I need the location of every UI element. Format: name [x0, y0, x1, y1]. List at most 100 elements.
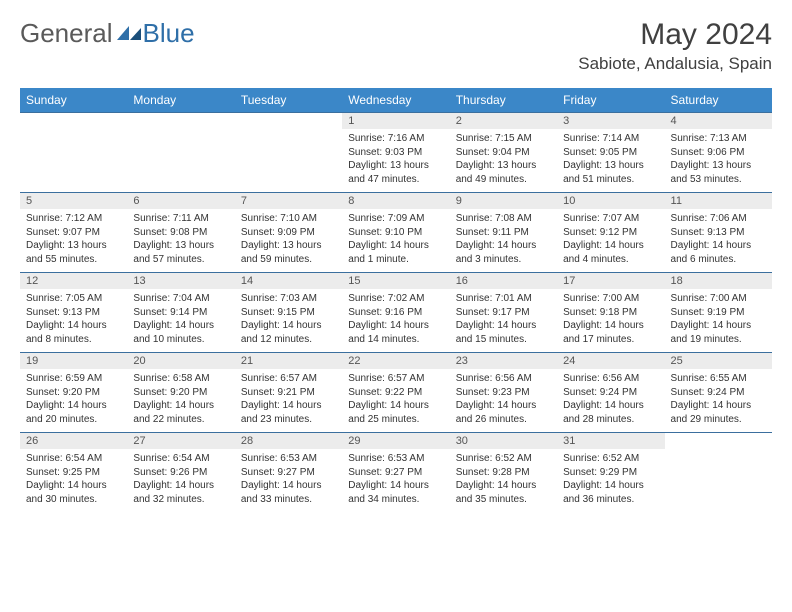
daylight-line: Daylight: 13 hours and 59 minutes.	[241, 239, 336, 266]
sunset-line: Sunset: 9:26 PM	[133, 466, 228, 480]
day-content-cell: Sunrise: 6:56 AMSunset: 9:23 PMDaylight:…	[450, 369, 557, 433]
day-number-row: 567891011	[20, 193, 772, 210]
sunset-line: Sunset: 9:18 PM	[563, 306, 658, 320]
daylight-line: Daylight: 14 hours and 6 minutes.	[671, 239, 766, 266]
daylight-line: Daylight: 14 hours and 15 minutes.	[456, 319, 551, 346]
logo-icon	[117, 18, 143, 49]
day-content-cell: Sunrise: 7:00 AMSunset: 9:19 PMDaylight:…	[665, 289, 772, 353]
sunrise-line: Sunrise: 7:08 AM	[456, 212, 551, 226]
day-number-cell: 7	[235, 193, 342, 210]
day-content-cell: Sunrise: 7:10 AMSunset: 9:09 PMDaylight:…	[235, 209, 342, 273]
sunset-line: Sunset: 9:08 PM	[133, 226, 228, 240]
day-number-cell: 14	[235, 273, 342, 290]
sunrise-line: Sunrise: 6:53 AM	[348, 452, 443, 466]
sunset-line: Sunset: 9:07 PM	[26, 226, 121, 240]
month-title: May 2024	[578, 18, 772, 52]
day-number-cell: 28	[235, 433, 342, 450]
sunrise-line: Sunrise: 7:00 AM	[563, 292, 658, 306]
day-content-cell: Sunrise: 6:57 AMSunset: 9:21 PMDaylight:…	[235, 369, 342, 433]
day-content-row: Sunrise: 6:59 AMSunset: 9:20 PMDaylight:…	[20, 369, 772, 433]
sunset-line: Sunset: 9:09 PM	[241, 226, 336, 240]
day-content-cell: Sunrise: 7:01 AMSunset: 9:17 PMDaylight:…	[450, 289, 557, 353]
sunrise-line: Sunrise: 6:59 AM	[26, 372, 121, 386]
sunrise-line: Sunrise: 7:02 AM	[348, 292, 443, 306]
day-number-cell: 27	[127, 433, 234, 450]
day-number-cell: 8	[342, 193, 449, 210]
sunrise-line: Sunrise: 7:09 AM	[348, 212, 443, 226]
day-content-cell: Sunrise: 7:13 AMSunset: 9:06 PMDaylight:…	[665, 129, 772, 193]
sunset-line: Sunset: 9:10 PM	[348, 226, 443, 240]
day-content-cell: Sunrise: 6:53 AMSunset: 9:27 PMDaylight:…	[342, 449, 449, 512]
daylight-line: Daylight: 14 hours and 26 minutes.	[456, 399, 551, 426]
day-number-row: 12131415161718	[20, 273, 772, 290]
sunset-line: Sunset: 9:13 PM	[26, 306, 121, 320]
sunset-line: Sunset: 9:04 PM	[456, 146, 551, 160]
daylight-line: Daylight: 14 hours and 25 minutes.	[348, 399, 443, 426]
sunrise-line: Sunrise: 6:54 AM	[133, 452, 228, 466]
sunset-line: Sunset: 9:15 PM	[241, 306, 336, 320]
weekday-header: Saturday	[665, 88, 772, 113]
sunset-line: Sunset: 9:24 PM	[671, 386, 766, 400]
day-number-cell: 22	[342, 353, 449, 370]
title-block: May 2024 Sabiote, Andalusia, Spain	[578, 18, 772, 74]
sunrise-line: Sunrise: 6:56 AM	[456, 372, 551, 386]
day-number-cell: 13	[127, 273, 234, 290]
sunset-line: Sunset: 9:25 PM	[26, 466, 121, 480]
sunrise-line: Sunrise: 6:52 AM	[456, 452, 551, 466]
day-content-cell: Sunrise: 7:12 AMSunset: 9:07 PMDaylight:…	[20, 209, 127, 273]
day-number-row: 19202122232425	[20, 353, 772, 370]
day-number-cell	[235, 113, 342, 130]
sunset-line: Sunset: 9:21 PM	[241, 386, 336, 400]
sunset-line: Sunset: 9:19 PM	[671, 306, 766, 320]
day-number-cell: 1	[342, 113, 449, 130]
daylight-line: Daylight: 14 hours and 28 minutes.	[563, 399, 658, 426]
day-content-cell: Sunrise: 6:56 AMSunset: 9:24 PMDaylight:…	[557, 369, 664, 433]
sunset-line: Sunset: 9:14 PM	[133, 306, 228, 320]
daylight-line: Daylight: 13 hours and 47 minutes.	[348, 159, 443, 186]
day-number-cell: 24	[557, 353, 664, 370]
day-number-cell: 11	[665, 193, 772, 210]
sunrise-line: Sunrise: 7:07 AM	[563, 212, 658, 226]
sunrise-line: Sunrise: 6:54 AM	[26, 452, 121, 466]
day-number-cell: 21	[235, 353, 342, 370]
daylight-line: Daylight: 14 hours and 1 minute.	[348, 239, 443, 266]
sunrise-line: Sunrise: 6:55 AM	[671, 372, 766, 386]
day-number-cell: 26	[20, 433, 127, 450]
day-content-row: Sunrise: 7:16 AMSunset: 9:03 PMDaylight:…	[20, 129, 772, 193]
day-number-cell: 3	[557, 113, 664, 130]
sunrise-line: Sunrise: 7:11 AM	[133, 212, 228, 226]
day-content-cell: Sunrise: 7:08 AMSunset: 9:11 PMDaylight:…	[450, 209, 557, 273]
daylight-line: Daylight: 14 hours and 34 minutes.	[348, 479, 443, 506]
daylight-line: Daylight: 14 hours and 4 minutes.	[563, 239, 658, 266]
day-number-cell: 30	[450, 433, 557, 450]
sunset-line: Sunset: 9:17 PM	[456, 306, 551, 320]
day-content-cell: Sunrise: 6:58 AMSunset: 9:20 PMDaylight:…	[127, 369, 234, 433]
day-content-cell: Sunrise: 7:14 AMSunset: 9:05 PMDaylight:…	[557, 129, 664, 193]
sunrise-line: Sunrise: 7:13 AM	[671, 132, 766, 146]
calendar-table: SundayMondayTuesdayWednesdayThursdayFrid…	[20, 88, 772, 512]
daylight-line: Daylight: 14 hours and 12 minutes.	[241, 319, 336, 346]
daylight-line: Daylight: 14 hours and 29 minutes.	[671, 399, 766, 426]
sunset-line: Sunset: 9:11 PM	[456, 226, 551, 240]
daylight-line: Daylight: 14 hours and 10 minutes.	[133, 319, 228, 346]
daylight-line: Daylight: 14 hours and 36 minutes.	[563, 479, 658, 506]
sunset-line: Sunset: 9:23 PM	[456, 386, 551, 400]
day-content-cell: Sunrise: 6:55 AMSunset: 9:24 PMDaylight:…	[665, 369, 772, 433]
sunset-line: Sunset: 9:16 PM	[348, 306, 443, 320]
sunset-line: Sunset: 9:20 PM	[133, 386, 228, 400]
weekday-header: Wednesday	[342, 88, 449, 113]
daylight-line: Daylight: 14 hours and 30 minutes.	[26, 479, 121, 506]
header: General Blue May 2024 Sabiote, Andalusia…	[20, 18, 772, 74]
sunrise-line: Sunrise: 6:57 AM	[348, 372, 443, 386]
logo: General Blue	[20, 18, 195, 49]
day-content-row: Sunrise: 7:12 AMSunset: 9:07 PMDaylight:…	[20, 209, 772, 273]
sunset-line: Sunset: 9:06 PM	[671, 146, 766, 160]
sunset-line: Sunset: 9:22 PM	[348, 386, 443, 400]
day-content-cell: Sunrise: 6:54 AMSunset: 9:25 PMDaylight:…	[20, 449, 127, 512]
day-number-cell	[20, 113, 127, 130]
daylight-line: Daylight: 14 hours and 22 minutes.	[133, 399, 228, 426]
day-number-cell: 12	[20, 273, 127, 290]
day-content-cell: Sunrise: 7:15 AMSunset: 9:04 PMDaylight:…	[450, 129, 557, 193]
logo-text-2: Blue	[143, 18, 195, 49]
calendar-body: 1234Sunrise: 7:16 AMSunset: 9:03 PMDayli…	[20, 113, 772, 513]
